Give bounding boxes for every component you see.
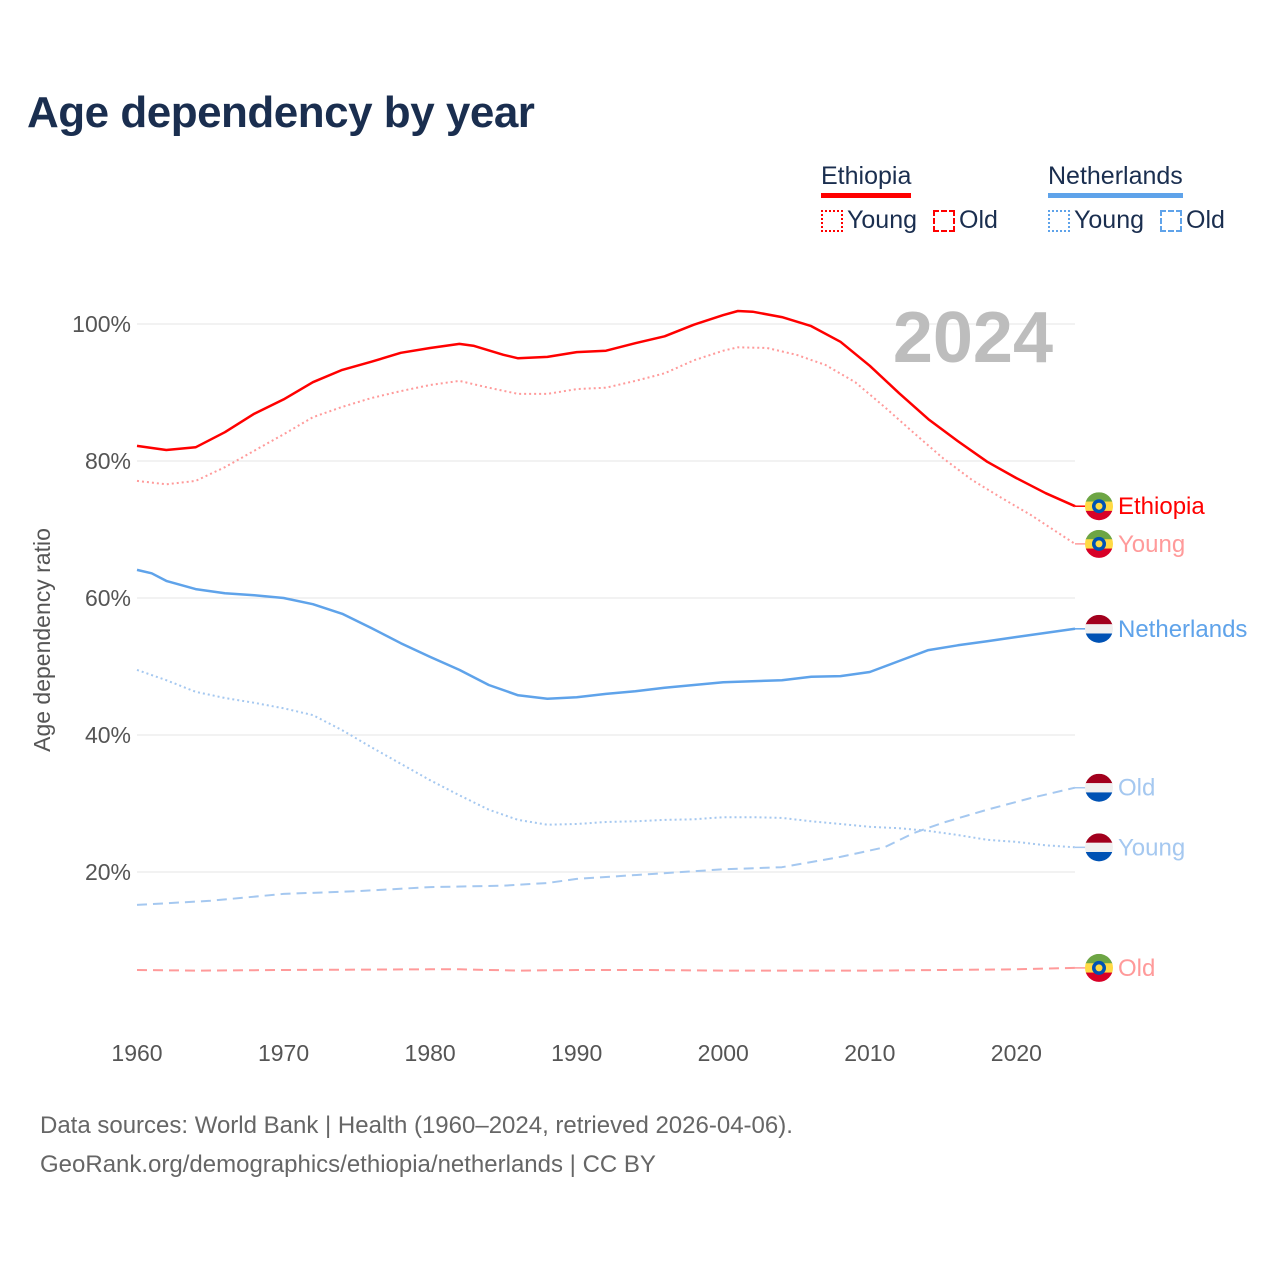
flag-star xyxy=(1095,502,1103,510)
x-tick-label: 1970 xyxy=(258,1040,309,1066)
source-link[interactable]: GeoRank.org/demographics/ethiopia/nether… xyxy=(40,1151,656,1178)
flag-body xyxy=(1085,492,1113,521)
legend-ethiopia-young[interactable]: Young xyxy=(821,206,917,235)
ethiopia-flag-icon xyxy=(1085,492,1113,521)
x-tick-label: 2010 xyxy=(844,1040,895,1066)
x-tick-label: 2000 xyxy=(698,1040,749,1066)
netherlands-flag-icon xyxy=(1085,614,1113,643)
legend-item-label: Old xyxy=(959,206,998,234)
series-line-netherlands-old xyxy=(136,786,1076,906)
flag-stripe xyxy=(1085,852,1113,862)
legend-ethiopia[interactable]: Ethiopia Young Old xyxy=(821,162,998,235)
y-tick-label: 80% xyxy=(85,448,131,474)
flag-stripe xyxy=(1085,529,1113,540)
flag-body xyxy=(1085,773,1113,802)
dashed-swatch-icon xyxy=(933,209,955,232)
legend-item-label: Young xyxy=(1074,206,1144,234)
legend-netherlands-label[interactable]: Netherlands xyxy=(1048,162,1183,198)
x-tick-label: 1960 xyxy=(111,1040,162,1066)
flag-stripe xyxy=(1085,548,1113,558)
y-axis-label: Age dependency ratio xyxy=(29,528,55,752)
legend-item-label: Old xyxy=(1186,206,1225,234)
flag-body xyxy=(1085,833,1113,862)
flag-body xyxy=(1085,953,1113,982)
end-label: Young xyxy=(1118,531,1185,558)
x-tick-label: 2020 xyxy=(991,1040,1042,1066)
series-line-netherlands-young xyxy=(136,668,1076,849)
flag-star xyxy=(1095,964,1103,972)
dashed-swatch-icon xyxy=(1160,209,1182,232)
netherlands-flag-icon xyxy=(1085,773,1113,802)
flag-stripe xyxy=(1085,773,1113,784)
dotted-swatch-icon xyxy=(1048,209,1070,232)
series-line-ethiopia-old xyxy=(136,966,1076,972)
legend-netherlands-old[interactable]: Old xyxy=(1160,206,1225,235)
flag-stripe xyxy=(1085,842,1113,853)
legend-ethiopia-label[interactable]: Ethiopia xyxy=(821,162,912,198)
flag-stripe xyxy=(1085,624,1113,634)
legend-item-label: Young xyxy=(847,206,917,234)
year-watermark: 2024 xyxy=(893,298,1053,378)
series-line-ethiopia xyxy=(136,309,1076,508)
legend-netherlands[interactable]: Netherlands Young Old xyxy=(1048,162,1225,235)
flag-body xyxy=(1085,614,1113,643)
source-note: Data sources: World Bank | Health (1960–… xyxy=(40,1106,793,1184)
y-tick-label: 60% xyxy=(85,585,131,611)
flag-stripe xyxy=(1085,783,1113,793)
y-tick-label: 40% xyxy=(85,722,131,748)
end-label: Old xyxy=(1118,775,1155,802)
flag-stripe xyxy=(1085,833,1113,844)
ethiopia-flag-icon xyxy=(1085,529,1113,558)
flag-stripe xyxy=(1085,492,1113,503)
y-tick-label: 100% xyxy=(72,311,131,337)
end-label: Young xyxy=(1118,834,1185,861)
flag-body xyxy=(1085,529,1113,558)
x-tick-label: 1980 xyxy=(405,1040,456,1066)
series-line-netherlands xyxy=(136,568,1076,700)
ethiopia-flag-icon xyxy=(1085,953,1113,982)
legend-netherlands-young[interactable]: Young xyxy=(1048,206,1144,235)
x-tick-label: 1990 xyxy=(551,1040,602,1066)
flag-star xyxy=(1095,540,1103,548)
end-label: Old xyxy=(1118,955,1155,982)
netherlands-flag-icon xyxy=(1085,833,1113,862)
flag-stripe xyxy=(1085,953,1113,964)
dotted-swatch-icon xyxy=(821,209,843,232)
end-label: Netherlands xyxy=(1118,616,1247,643)
flag-stripe xyxy=(1085,614,1113,625)
flag-stripe xyxy=(1085,633,1113,643)
flag-stripe xyxy=(1085,510,1113,521)
source-line: Data sources: World Bank | Health (1960–… xyxy=(40,1112,793,1139)
end-label: Ethiopia xyxy=(1118,493,1205,520)
y-tick-label: 20% xyxy=(85,859,131,885)
flag-stripe xyxy=(1085,792,1113,802)
legend-ethiopia-old[interactable]: Old xyxy=(933,206,998,235)
page-title: Age dependency by year xyxy=(27,88,535,137)
flag-stripe xyxy=(1085,972,1113,982)
